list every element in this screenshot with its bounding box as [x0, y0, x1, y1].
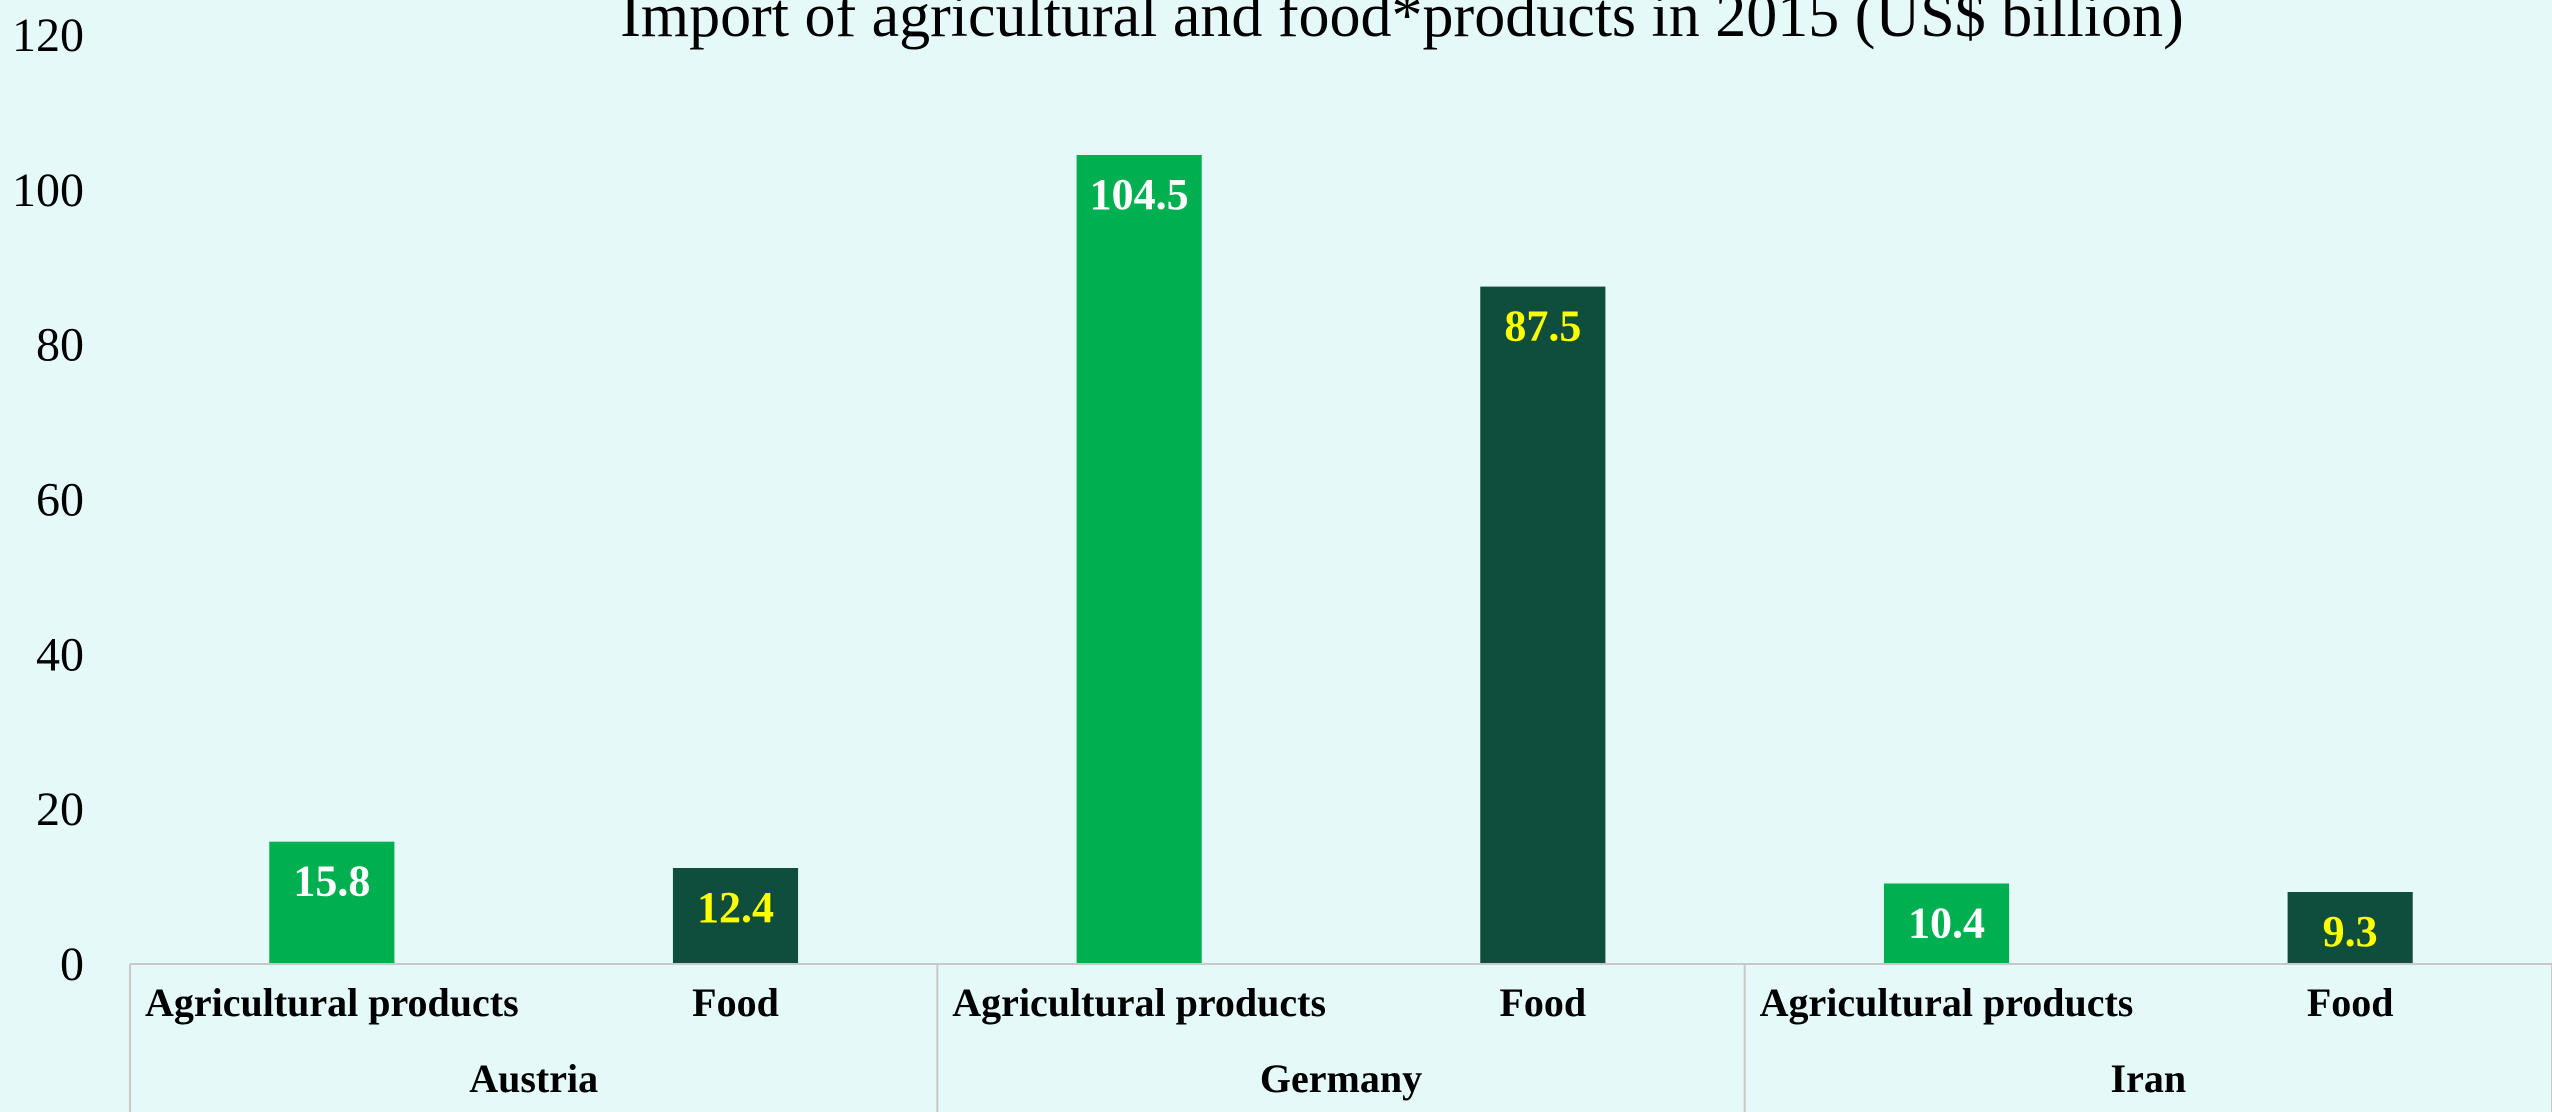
- y-axis-ticks: 0 20 40 60 80 100 120: [12, 9, 84, 991]
- bar: [1883, 883, 2010, 964]
- data-label: 104.5: [1090, 170, 1189, 219]
- category-label: Food: [2307, 980, 2394, 1025]
- data-label: 12.4: [697, 883, 774, 932]
- group-label: Austria: [469, 1056, 598, 1101]
- data-label: 15.8: [293, 857, 370, 906]
- category-label: Agricultural products: [952, 980, 1326, 1025]
- y-tick-label: 120: [12, 9, 84, 62]
- category-label: Agricultural products: [145, 980, 519, 1025]
- bars: 15.8 12.4 104.5 87.5 10.4 9.3: [269, 154, 2413, 965]
- category-label: Agricultural products: [1760, 980, 2134, 1025]
- chart-title: Import of agricultural and food*products…: [620, 0, 2184, 50]
- bar: [1076, 154, 1202, 964]
- y-tick-label: 0: [60, 938, 84, 991]
- bar: [672, 868, 799, 964]
- y-tick-label: 80: [36, 319, 84, 372]
- category-label: Food: [692, 980, 779, 1025]
- y-tick-label: 40: [36, 628, 84, 681]
- y-tick-label: 20: [36, 783, 84, 836]
- data-label: 9.3: [2323, 907, 2378, 956]
- bar: [1480, 286, 1606, 965]
- group-label: Germany: [1260, 1056, 1422, 1101]
- x-axis: Agricultural products Food Austria Agricult…: [129, 963, 2552, 1112]
- y-tick-label: 60: [36, 474, 84, 527]
- data-label: 10.4: [1908, 898, 1985, 947]
- bar: [269, 841, 395, 964]
- category-label: Food: [1499, 980, 1586, 1025]
- group-label: Iran: [2111, 1056, 2187, 1101]
- bar: [2287, 892, 2413, 964]
- data-label: 87.5: [1504, 302, 1581, 351]
- y-tick-label: 100: [12, 164, 84, 217]
